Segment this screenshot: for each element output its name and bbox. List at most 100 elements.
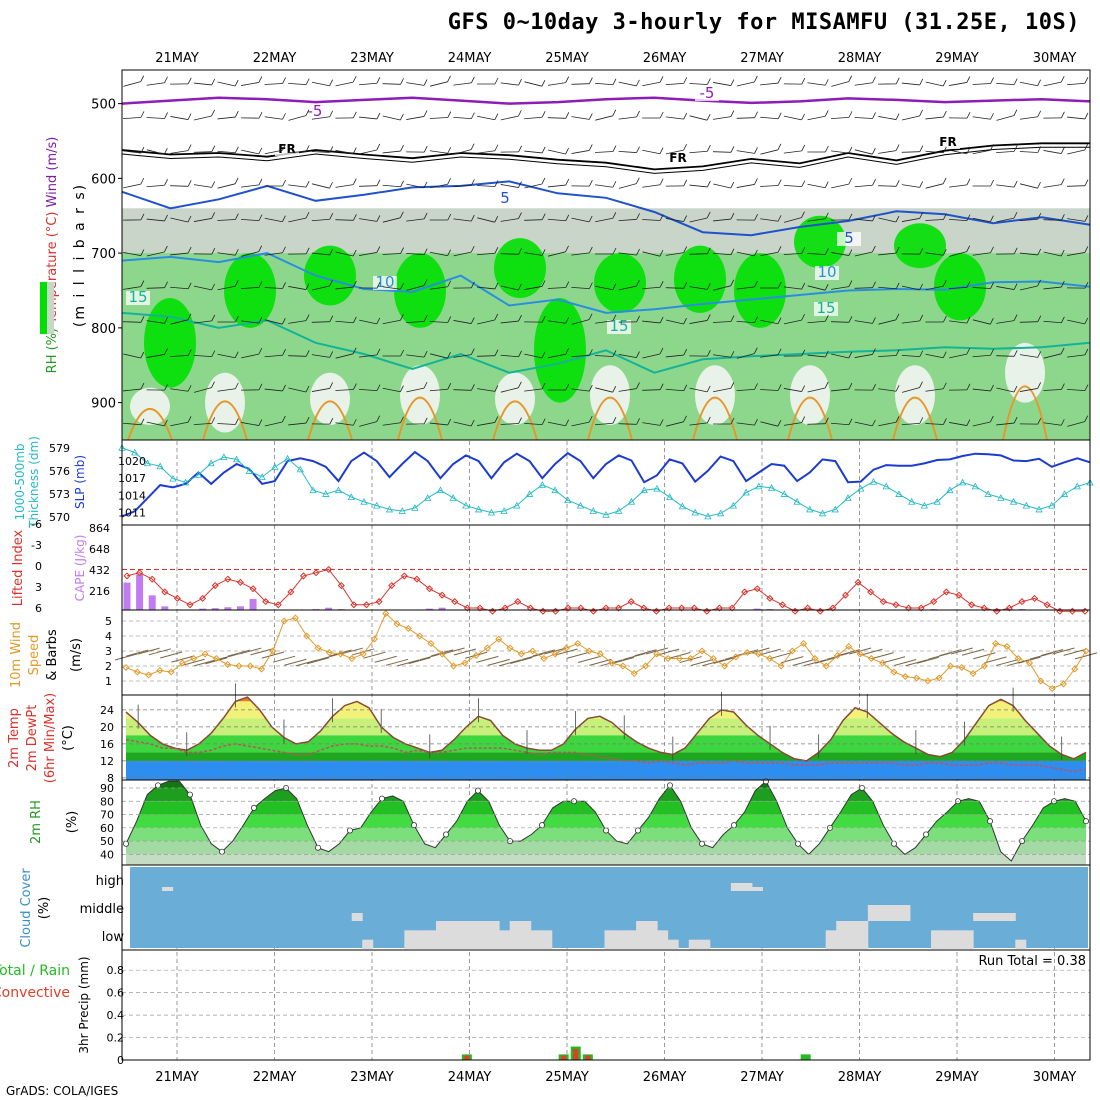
cloud-cell xyxy=(478,921,490,949)
wind-barb-flag xyxy=(801,282,806,290)
wind-barb xyxy=(524,219,543,221)
wind-barb-flag xyxy=(423,212,428,220)
wind-barb-flag xyxy=(730,382,735,389)
wind-barb-flag xyxy=(848,351,853,359)
rh-dry-pocket xyxy=(895,365,935,426)
wind-barb xyxy=(335,150,354,154)
wind-barb-flag xyxy=(824,181,829,188)
wind-barb xyxy=(477,319,495,325)
wind-marker xyxy=(596,650,604,658)
wind-barb-flag xyxy=(588,384,593,392)
wind-barb xyxy=(524,353,543,359)
thickness-marker xyxy=(449,494,457,501)
wind-barb-flag xyxy=(494,215,499,223)
wind-barb xyxy=(146,287,165,289)
wind-barb-flag xyxy=(942,351,947,358)
wind-barb-flag xyxy=(164,245,168,253)
wind-barb-flag xyxy=(423,350,428,358)
wind-barb xyxy=(679,656,702,664)
wind-marker xyxy=(156,666,164,675)
wind-barb-flag xyxy=(400,113,404,121)
wind-barb xyxy=(831,286,849,290)
wind-barb xyxy=(1066,388,1086,392)
wind-barb xyxy=(972,354,991,358)
wind-barb xyxy=(595,184,613,188)
wind-barb xyxy=(618,183,637,189)
lifted-index-marker xyxy=(728,604,736,612)
temp-line xyxy=(125,696,1087,762)
wind-marker xyxy=(664,654,672,663)
wind-barb-flag xyxy=(895,282,900,289)
wind-marker xyxy=(201,650,209,658)
wind-barb xyxy=(878,421,897,427)
wind-barb xyxy=(382,422,401,426)
cloud-cell xyxy=(878,905,890,921)
wind-barb-flag xyxy=(612,78,617,85)
wind-barb-flag xyxy=(801,416,806,423)
thickness-marker xyxy=(920,501,929,509)
wind-barb-flag xyxy=(541,351,546,359)
wind-barb xyxy=(429,286,448,290)
wind-barb xyxy=(500,218,519,222)
wind-barb-flag xyxy=(471,112,475,119)
wind-barb xyxy=(948,286,968,290)
thickness-marker xyxy=(551,486,559,494)
wind-barb xyxy=(894,659,917,667)
contour-label: FR xyxy=(669,151,686,165)
wind-barb xyxy=(476,355,496,357)
wind-barb-flag xyxy=(376,112,381,120)
wind-barb-flag xyxy=(1037,181,1041,189)
thickness-marker xyxy=(232,455,241,463)
wind-barb xyxy=(996,82,1015,86)
wind-barb-flag xyxy=(541,382,546,390)
wind-barb xyxy=(311,116,330,120)
wind-barb xyxy=(311,321,330,323)
lifted-index-marker xyxy=(337,582,345,590)
wind-barb-flag xyxy=(730,79,735,86)
wind-barb xyxy=(949,422,967,426)
wind-barb-flag xyxy=(518,109,522,117)
lifted-index-marker xyxy=(400,572,408,580)
wind-barb xyxy=(453,184,472,188)
wind-barb xyxy=(453,82,472,86)
wind-barb xyxy=(807,423,826,425)
thickness-marker xyxy=(831,505,839,513)
wind-barb xyxy=(359,421,377,427)
wind-barb-flag xyxy=(589,349,593,356)
wind-barb xyxy=(240,286,260,290)
cloud-cell xyxy=(425,930,437,949)
wind-barb xyxy=(382,217,401,223)
thickness-marker xyxy=(908,497,916,505)
wind-barb xyxy=(524,286,543,290)
wind-barb xyxy=(193,285,212,291)
wind-barb xyxy=(783,388,802,392)
wind-barb xyxy=(547,82,566,86)
wind-barb-flag xyxy=(376,179,381,186)
wind-barb-flag xyxy=(399,211,404,219)
temp-contour xyxy=(121,96,1091,105)
wind-barb xyxy=(288,150,307,154)
wind-barb-flag xyxy=(376,317,381,325)
lifted-index-marker xyxy=(148,575,156,583)
lifted-index-marker xyxy=(1018,598,1026,606)
wind-barb-flag xyxy=(305,314,310,321)
wind-barb xyxy=(642,389,661,391)
wind-barb-flag xyxy=(730,181,735,189)
contour-label: FR xyxy=(278,142,295,156)
wind-barb xyxy=(453,251,472,257)
wind-barb-flag xyxy=(848,177,853,185)
wind-barb xyxy=(382,115,401,121)
thickness-marker xyxy=(615,507,623,514)
li-tick-label: 0 xyxy=(35,560,42,573)
wind-barb xyxy=(264,421,283,427)
wind-barb-flag xyxy=(706,180,711,188)
wind-barb-flag xyxy=(187,246,192,254)
rh-blob xyxy=(734,253,786,328)
y-tick-label-left: 570 xyxy=(49,511,70,524)
wind-barb xyxy=(736,184,755,188)
wind-barb-flag xyxy=(683,348,688,356)
cloud-ylabel-unit: (%) xyxy=(37,897,52,920)
rh-marker xyxy=(346,827,353,834)
wind-barb-flag xyxy=(588,313,593,320)
wind-barb-flag xyxy=(848,280,853,287)
